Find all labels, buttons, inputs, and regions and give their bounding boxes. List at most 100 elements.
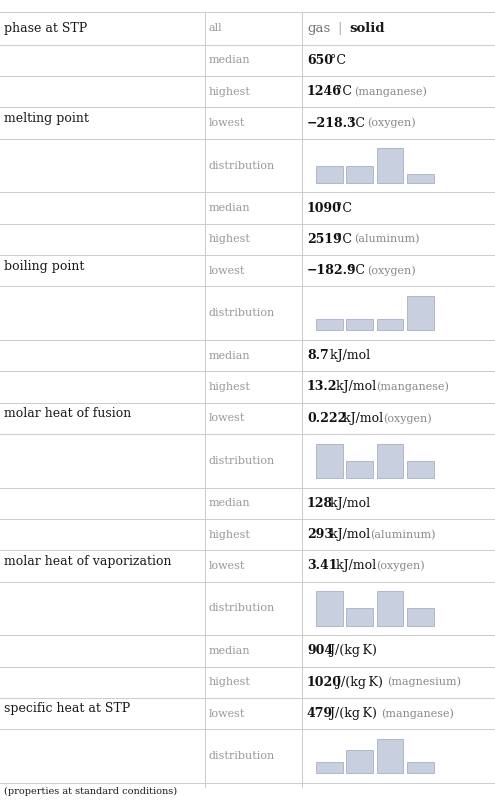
Bar <box>346 751 373 773</box>
Text: 293: 293 <box>307 528 333 541</box>
Text: 2519 °C: 2519 °C <box>307 233 362 246</box>
Text: gas: gas <box>307 22 330 35</box>
Text: (manganese): (manganese) <box>354 86 427 97</box>
Text: molar heat of fusion: molar heat of fusion <box>4 408 131 420</box>
Text: 1020 J/(kg K): 1020 J/(kg K) <box>307 675 399 688</box>
Text: 479 J/(kg K): 479 J/(kg K) <box>307 707 391 720</box>
Text: highest: highest <box>209 529 251 540</box>
Bar <box>346 608 373 625</box>
Text: −182.9 °C: −182.9 °C <box>307 264 377 278</box>
Text: −182.9: −182.9 <box>307 264 356 278</box>
Text: 1246: 1246 <box>307 86 342 98</box>
Text: median: median <box>209 203 250 213</box>
Text: molar heat of vaporization: molar heat of vaporization <box>4 555 171 568</box>
Bar <box>407 461 434 478</box>
Text: 8.7 kJ/mol: 8.7 kJ/mol <box>307 349 378 362</box>
Text: distribution: distribution <box>209 604 275 613</box>
Text: (magnesium): (magnesium) <box>387 677 461 688</box>
Text: all: all <box>209 23 223 33</box>
Bar <box>377 148 403 182</box>
Text: specific heat at STP: specific heat at STP <box>4 702 130 716</box>
Text: 1246 °C: 1246 °C <box>307 86 362 98</box>
Text: solid: solid <box>349 22 385 35</box>
Text: median: median <box>209 646 250 656</box>
Text: 13.2 kJ/mol: 13.2 kJ/mol <box>307 380 387 394</box>
Text: °C: °C <box>345 264 365 278</box>
Text: highest: highest <box>209 382 251 392</box>
Bar <box>316 319 343 330</box>
Text: kJ/mol: kJ/mol <box>326 349 370 362</box>
Text: highest: highest <box>209 234 251 245</box>
Text: |: | <box>338 22 342 35</box>
Text: lowest: lowest <box>209 413 245 424</box>
Text: (oxygen): (oxygen) <box>367 118 416 128</box>
Text: (oxygen): (oxygen) <box>383 413 431 424</box>
Bar <box>346 165 373 182</box>
Text: 479: 479 <box>307 707 333 720</box>
Text: −218.3: −218.3 <box>307 117 356 130</box>
Text: 1020: 1020 <box>307 675 342 688</box>
Text: median: median <box>209 56 250 65</box>
Bar <box>316 592 343 625</box>
Text: 1090 °C: 1090 °C <box>307 202 362 215</box>
Bar <box>377 592 403 625</box>
Text: 3.41: 3.41 <box>307 559 338 572</box>
Text: J/(kg K): J/(kg K) <box>326 644 377 658</box>
Bar <box>407 608 434 625</box>
Bar <box>346 461 373 478</box>
Text: lowest: lowest <box>209 118 245 128</box>
Text: highest: highest <box>209 677 251 688</box>
Text: kJ/mol: kJ/mol <box>326 528 370 541</box>
Text: 3.41 kJ/mol: 3.41 kJ/mol <box>307 559 387 572</box>
Text: 2519: 2519 <box>307 233 342 246</box>
Text: 650 °C: 650 °C <box>307 54 353 67</box>
Text: °C: °C <box>332 202 352 215</box>
Text: (manganese): (manganese) <box>376 382 449 392</box>
Text: phase at STP: phase at STP <box>4 22 87 35</box>
Text: 293 kJ/mol: 293 kJ/mol <box>307 528 383 541</box>
Text: 13.2: 13.2 <box>307 380 338 394</box>
Text: °C: °C <box>332 233 352 246</box>
Bar <box>407 762 434 773</box>
Text: lowest: lowest <box>209 561 245 571</box>
Bar <box>407 296 434 330</box>
Text: 128 kJ/mol: 128 kJ/mol <box>307 497 383 510</box>
Bar <box>377 739 403 773</box>
Bar <box>316 762 343 773</box>
Text: median: median <box>209 498 250 508</box>
Bar <box>316 165 343 182</box>
Bar <box>377 444 403 478</box>
Text: 0.222: 0.222 <box>307 412 346 424</box>
Text: (aluminum): (aluminum) <box>354 234 420 245</box>
Text: highest: highest <box>209 87 251 97</box>
Text: 1090: 1090 <box>307 202 342 215</box>
Text: 904 J/(kg K): 904 J/(kg K) <box>307 644 391 658</box>
Bar <box>377 319 403 330</box>
Text: −218.3 °C: −218.3 °C <box>307 117 377 130</box>
Text: lowest: lowest <box>209 266 245 276</box>
Bar <box>346 319 373 330</box>
Text: distribution: distribution <box>209 308 275 318</box>
Text: median: median <box>209 351 250 361</box>
Text: °C: °C <box>332 86 352 98</box>
Text: lowest: lowest <box>209 709 245 718</box>
Bar <box>407 174 434 182</box>
Text: 650: 650 <box>307 54 333 67</box>
Text: distribution: distribution <box>209 456 275 466</box>
Text: J/(kg K): J/(kg K) <box>326 707 377 720</box>
Text: (aluminum): (aluminum) <box>370 529 436 540</box>
Text: J/(kg K): J/(kg K) <box>332 675 383 688</box>
Text: kJ/mol: kJ/mol <box>326 497 370 510</box>
Text: boiling point: boiling point <box>4 260 84 273</box>
Text: distribution: distribution <box>209 161 275 170</box>
Text: kJ/mol: kJ/mol <box>332 380 376 394</box>
Text: °C: °C <box>345 117 365 130</box>
Text: 8.7: 8.7 <box>307 349 329 362</box>
Text: (oxygen): (oxygen) <box>367 266 416 276</box>
Text: 128: 128 <box>307 497 333 510</box>
Text: °C: °C <box>326 54 346 67</box>
Text: (oxygen): (oxygen) <box>376 561 425 571</box>
Text: (manganese): (manganese) <box>381 709 454 719</box>
Text: kJ/mol: kJ/mol <box>332 559 376 572</box>
Text: (properties at standard conditions): (properties at standard conditions) <box>4 787 177 796</box>
